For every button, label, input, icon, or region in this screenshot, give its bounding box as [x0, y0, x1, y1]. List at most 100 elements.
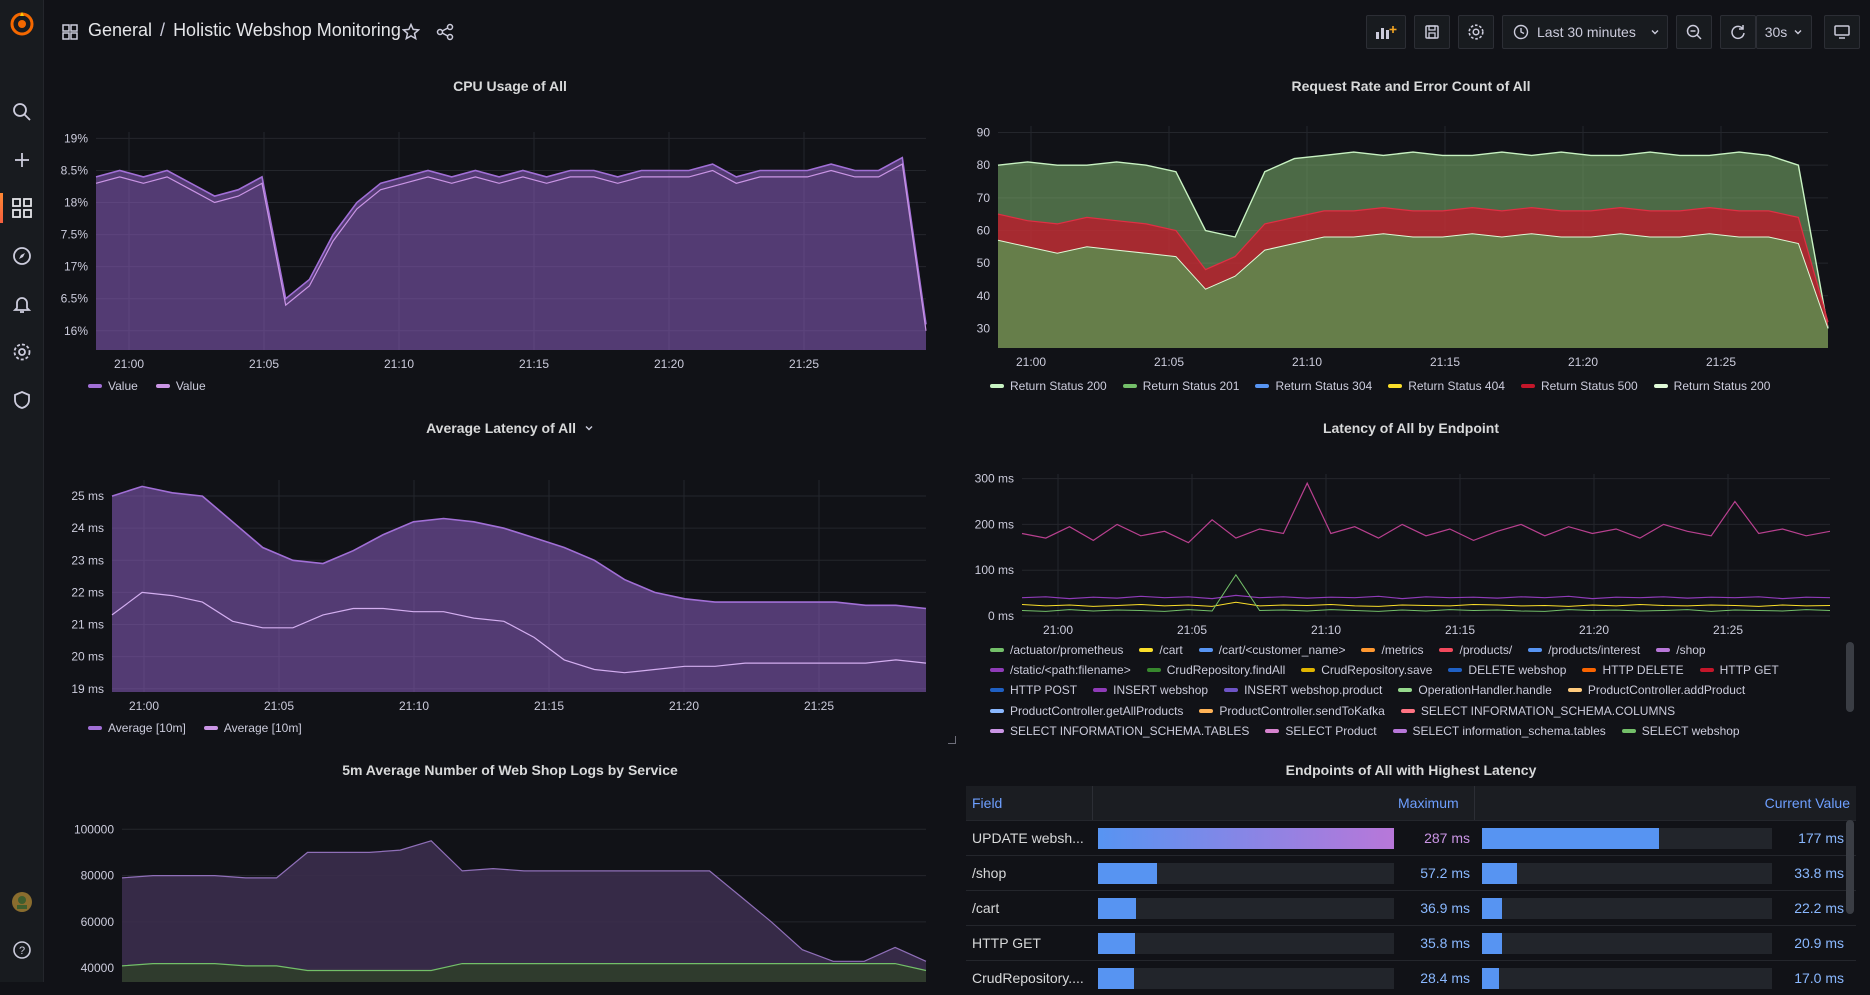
legend-item[interactable]: SELECT webshop: [1621, 724, 1740, 738]
zoom-out-button[interactable]: [1676, 15, 1712, 49]
legend-item[interactable]: /cart: [1139, 643, 1183, 657]
highest-panel-title[interactable]: Endpoints of All with Highest Latency: [1285, 762, 1537, 778]
dashboard-grid-icon[interactable]: [62, 24, 78, 45]
legend-item[interactable]: /products/interest: [1528, 643, 1640, 657]
panel-resize-handle[interactable]: [948, 736, 956, 744]
legend-item[interactable]: Value: [155, 379, 206, 393]
legend-item[interactable]: Return Status 201: [1122, 379, 1239, 393]
legend-item[interactable]: SELECT Product: [1265, 724, 1377, 738]
legend-item[interactable]: Return Status 304: [1255, 379, 1372, 393]
star-icon[interactable]: [401, 22, 421, 46]
legend-item[interactable]: /products/: [1439, 643, 1512, 657]
legend-item[interactable]: /static/<path:filename>: [990, 663, 1131, 677]
server-admin-shield-icon[interactable]: [10, 388, 34, 412]
legend-item[interactable]: SELECT INFORMATION_SCHEMA.TABLES: [990, 724, 1249, 738]
legend-item[interactable]: INSERT webshop.product: [1224, 683, 1382, 697]
series-line[interactable]: [997, 233, 1829, 329]
table-row[interactable]: UPDATE websh... 287 ms 177 ms: [966, 820, 1856, 855]
legend-item[interactable]: HTTP GET: [1699, 663, 1779, 677]
dashboards-icon[interactable]: [10, 196, 34, 220]
series-line[interactable]: [1021, 481, 1830, 544]
series-line[interactable]: [997, 151, 1829, 329]
legend-item[interactable]: Return Status 200: [1653, 379, 1770, 393]
legend-item[interactable]: ProductController.getAllProducts: [990, 704, 1183, 718]
series-line[interactable]: [1021, 573, 1830, 612]
share-icon[interactable]: [436, 23, 454, 46]
cpu-usage-chart[interactable]: 19% 18.5% 18% 17.5% 17% 16.5% 16% 21:00 21:05 21:…: [60, 120, 930, 370]
legend-item[interactable]: /metrics: [1361, 643, 1423, 657]
latency-panel-title[interactable]: Average Latency of All: [60, 420, 960, 436]
series-line[interactable]: [111, 591, 927, 674]
plus-icon[interactable]: [10, 148, 34, 172]
table-row[interactable]: HTTP GET 35.8 ms 20.9 ms: [966, 925, 1856, 960]
cpu-panel-title[interactable]: CPU Usage of All: [453, 78, 567, 94]
x-tick-label: 21:20: [654, 357, 684, 370]
table-row[interactable]: /cart 36.9 ms 22.2 ms: [966, 890, 1856, 925]
x-tick-label: 21:25: [789, 357, 819, 370]
legend-item[interactable]: /actuator/prometheus: [990, 643, 1123, 657]
dashboard-settings-button[interactable]: [1458, 15, 1494, 49]
header-maximum[interactable]: Maximum: [1398, 795, 1459, 811]
legend-item[interactable]: SELECT information_schema.tables: [1392, 724, 1606, 738]
legend-item[interactable]: Return Status 404: [1388, 379, 1505, 393]
legend-item[interactable]: HTTP POST: [990, 683, 1077, 697]
alerting-bell-icon[interactable]: [10, 292, 34, 316]
time-picker-button[interactable]: Last 30 minutes: [1502, 15, 1668, 49]
legend-item[interactable]: Average [10m]: [203, 721, 302, 735]
series-line[interactable]: [1021, 594, 1830, 600]
refresh-interval-picker[interactable]: 30s: [1756, 15, 1812, 49]
legend-item[interactable]: Average [10m]: [88, 721, 186, 735]
web-shop-logs-chart[interactable]: 100000 80000 60000 40000: [60, 806, 930, 982]
legend-item[interactable]: ProductController.sendToKafka: [1199, 704, 1385, 718]
configuration-gear-icon[interactable]: [10, 340, 34, 364]
legend-item[interactable]: INSERT webshop: [1093, 683, 1208, 697]
table-row[interactable]: /shop 57.2 ms 33.8 ms: [966, 855, 1856, 890]
series-line[interactable]: [95, 163, 927, 331]
refresh-button[interactable]: [1720, 15, 1756, 49]
legend-item[interactable]: /shop: [1656, 643, 1706, 657]
series-line[interactable]: [111, 485, 927, 610]
breadcrumb-folder[interactable]: General: [88, 20, 153, 40]
endpoint-latency-chart[interactable]: 300 ms 200 ms 100 ms 0 ms 21:00 21:05 21:10 21:…: [960, 466, 1830, 636]
legend-item[interactable]: Return Status 200: [990, 379, 1107, 393]
current-gauge-fill: [1482, 933, 1503, 954]
table-row[interactable]: CrudRepository.... 28.4 ms 17.0 ms: [966, 960, 1856, 995]
series-line[interactable]: [121, 963, 927, 972]
y-tick-label: 0 ms: [988, 609, 1014, 623]
explore-compass-icon[interactable]: [10, 244, 34, 268]
legend-item[interactable]: SELECT INFORMATION_SCHEMA.COLUMNS: [1400, 704, 1675, 718]
table-scrollbar[interactable]: [1846, 820, 1854, 914]
legend-item[interactable]: HTTP DELETE: [1582, 663, 1684, 677]
gear-icon: [1468, 24, 1484, 40]
series-line[interactable]: [997, 206, 1829, 323]
header-current[interactable]: Current Value: [1764, 795, 1850, 811]
series-line[interactable]: [121, 840, 927, 962]
user-avatar[interactable]: [10, 890, 34, 914]
legend-item[interactable]: CrudRepository.findAll: [1146, 663, 1285, 677]
request-panel-title[interactable]: Request Rate and Error Count of All: [1291, 78, 1531, 94]
request-rate-chart[interactable]: 90 80 70 60 50 40 30 21:00 21:05 21:10 21:15 21:20 2…: [960, 116, 1830, 370]
series-line[interactable]: [95, 156, 927, 325]
save-dashboard-button[interactable]: [1414, 15, 1450, 49]
series-line[interactable]: [1021, 601, 1830, 607]
legend-item[interactable]: ProductController.addProduct: [1567, 683, 1745, 697]
grafana-logo-icon[interactable]: [8, 10, 36, 38]
legend-item[interactable]: DELETE webshop: [1448, 663, 1566, 677]
dashboard-title[interactable]: Holistic Webshop Monitoring: [173, 20, 401, 40]
legend-item[interactable]: /cart/<customer_name>: [1198, 643, 1345, 657]
search-icon[interactable]: [10, 100, 34, 124]
endpoint-panel-title[interactable]: Latency of All by Endpoint: [1322, 420, 1500, 436]
endpoint-legend-scrollbar[interactable]: [1846, 642, 1854, 712]
help-icon[interactable]: ?: [10, 938, 34, 962]
average-latency-chart[interactable]: 25 ms 24 ms 23 ms 22 ms 21 ms 20 ms 19 ms 21:00…: [60, 480, 930, 716]
legend-item[interactable]: OperationHandler.handle: [1398, 683, 1552, 697]
current-gauge-fill: [1482, 968, 1500, 989]
header-field[interactable]: Field: [972, 795, 1003, 811]
legend-item[interactable]: CrudRepository.save: [1301, 663, 1432, 677]
logs-panel-title[interactable]: 5m Average Number of Web Shop Logs by Se…: [342, 762, 678, 778]
max-gauge-fill: [1098, 933, 1135, 954]
tv-mode-button[interactable]: [1824, 15, 1860, 49]
legend-item[interactable]: Return Status 500: [1520, 379, 1638, 393]
add-panel-button[interactable]: [1366, 15, 1406, 49]
legend-item[interactable]: Value: [88, 379, 138, 393]
